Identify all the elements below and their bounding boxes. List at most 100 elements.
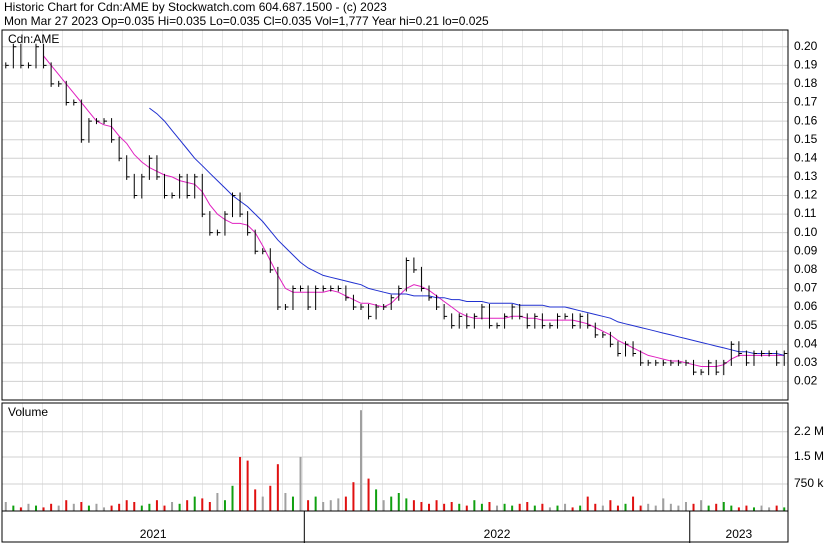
price-bar — [761, 350, 765, 357]
price-bar — [564, 313, 569, 320]
volume-bar — [148, 503, 151, 511]
volume-bar — [752, 507, 755, 511]
volume-bar — [609, 500, 612, 511]
price-bar — [602, 331, 606, 338]
volume-bar — [435, 500, 438, 511]
price-bar — [315, 285, 319, 311]
volume-bar — [397, 493, 400, 511]
price-bar — [43, 43, 47, 69]
price-bar — [118, 136, 123, 162]
price-bar — [322, 285, 327, 292]
volume-bar — [654, 505, 657, 511]
volume-bar — [564, 503, 567, 511]
volume-bar — [677, 505, 680, 511]
x-tick-label: 2021 — [140, 527, 167, 541]
price-bar — [95, 118, 100, 125]
volume-bar — [632, 496, 635, 511]
volume-bar — [382, 500, 385, 511]
moving-average — [149, 107, 785, 356]
volume-bar — [412, 500, 415, 511]
volume-bar — [533, 505, 536, 511]
volume-bar — [783, 507, 786, 511]
price-bar — [141, 173, 145, 199]
volume-bar — [571, 507, 574, 511]
price-bar — [360, 304, 364, 311]
price-bar — [738, 341, 742, 357]
price-bar — [715, 359, 720, 376]
price-bar — [511, 304, 516, 320]
volume-bar — [72, 503, 75, 511]
volume-bar — [473, 500, 476, 511]
price-bar — [541, 313, 546, 329]
price-bar — [247, 211, 251, 236]
volume-bar — [125, 500, 128, 511]
price-bar — [556, 313, 561, 329]
price-bar — [534, 313, 538, 329]
volume-bar — [503, 503, 506, 511]
price-bar — [428, 285, 433, 301]
volume-bar — [337, 498, 340, 511]
y-tick-label: 0.11 — [794, 206, 817, 220]
volume-bar — [140, 505, 143, 511]
y-tick-label: 750 k — [794, 476, 824, 490]
volume-bar — [186, 500, 189, 511]
volume-bar — [314, 496, 317, 511]
volume-bar — [254, 489, 257, 511]
volume-bar — [737, 507, 740, 511]
price-bar — [88, 118, 92, 143]
volume-bar — [269, 485, 272, 511]
price-bar — [277, 266, 281, 311]
price-bar — [443, 304, 448, 320]
price-bar — [171, 192, 176, 199]
volume-bar — [133, 502, 136, 511]
y-tick-label: 0.17 — [794, 95, 818, 109]
volume-bar — [692, 503, 695, 511]
price-bar — [504, 313, 508, 329]
date-frame — [1, 510, 789, 543]
price-bar — [685, 359, 689, 366]
y-tick-label: 0.02 — [794, 374, 818, 388]
price-bar — [594, 322, 599, 338]
y-tick-label: 0.14 — [794, 150, 818, 164]
volume-bar — [276, 464, 279, 511]
volume-bar — [261, 496, 264, 511]
price-bar — [27, 62, 32, 69]
volume-bar — [760, 505, 763, 511]
price-bar — [753, 350, 757, 366]
price-bar — [307, 285, 312, 311]
price-bar — [723, 359, 727, 376]
price-bar — [65, 80, 70, 106]
y-tick-label: 0.16 — [794, 113, 818, 127]
price-bar — [345, 285, 349, 301]
y-tick-label: 0.09 — [794, 243, 818, 257]
price-bar — [390, 294, 395, 311]
price-bar — [12, 43, 17, 69]
volume-bar — [669, 503, 672, 511]
price-bar — [496, 322, 501, 329]
volume-bar — [223, 500, 226, 511]
price-bar — [133, 173, 138, 199]
y-tick-label: 0.12 — [794, 188, 818, 202]
price-bar — [337, 285, 342, 292]
volume-bar — [95, 503, 98, 511]
price-bar — [103, 118, 108, 125]
price-bar — [330, 285, 334, 292]
volume-bar — [246, 460, 249, 511]
y-tick-label: 0.19 — [794, 57, 818, 71]
price-bar — [156, 155, 160, 180]
price-bar — [398, 285, 402, 301]
price-bar — [5, 62, 9, 69]
volume-bar — [193, 496, 196, 511]
volume-bar — [231, 485, 234, 511]
price-bar — [572, 313, 576, 329]
price-bar — [239, 192, 244, 218]
price-bar — [405, 257, 410, 292]
volume-label: Volume — [8, 405, 48, 419]
price-bar — [50, 62, 55, 87]
volume-bar — [329, 500, 332, 511]
volume-bar — [450, 502, 453, 511]
volume-bar — [443, 503, 446, 511]
price-bar — [473, 313, 478, 329]
price-bar — [262, 248, 266, 255]
price-label: Cdn:AME — [8, 32, 59, 46]
